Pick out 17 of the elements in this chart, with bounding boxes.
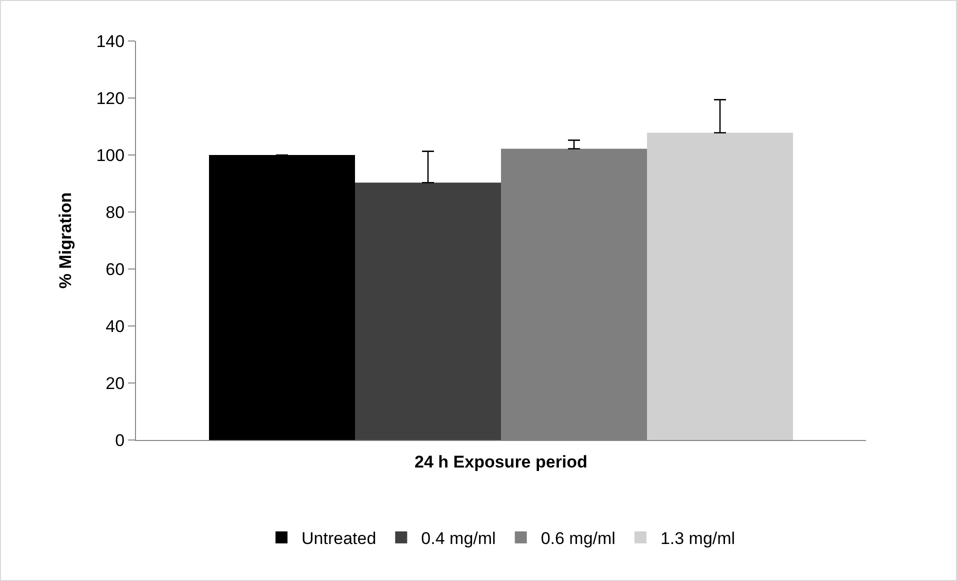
bar [209,155,355,440]
legend-label: 1.3 mg/ml [660,528,736,548]
y-tick-label: 80 [106,202,125,222]
y-tick-label: 120 [96,88,125,108]
legend-label: Untreated [302,528,376,548]
y-tick-label: 0 [115,430,125,450]
bar [355,182,501,440]
y-tick-label: 60 [106,260,125,279]
y-tick-label: 100 [96,146,125,165]
y-tick-label: 140 [96,32,125,51]
y-tick-label: 40 [106,316,125,336]
bar [647,132,793,440]
legend-label: 0.6 mg/ml [540,528,616,548]
y-tick-label: 20 [106,374,125,393]
x-axis-title: 24 h Exposure period [414,452,588,472]
legend-label: 0.4 mg/ml [421,528,496,548]
y-axis-title: % Migration [56,192,75,289]
